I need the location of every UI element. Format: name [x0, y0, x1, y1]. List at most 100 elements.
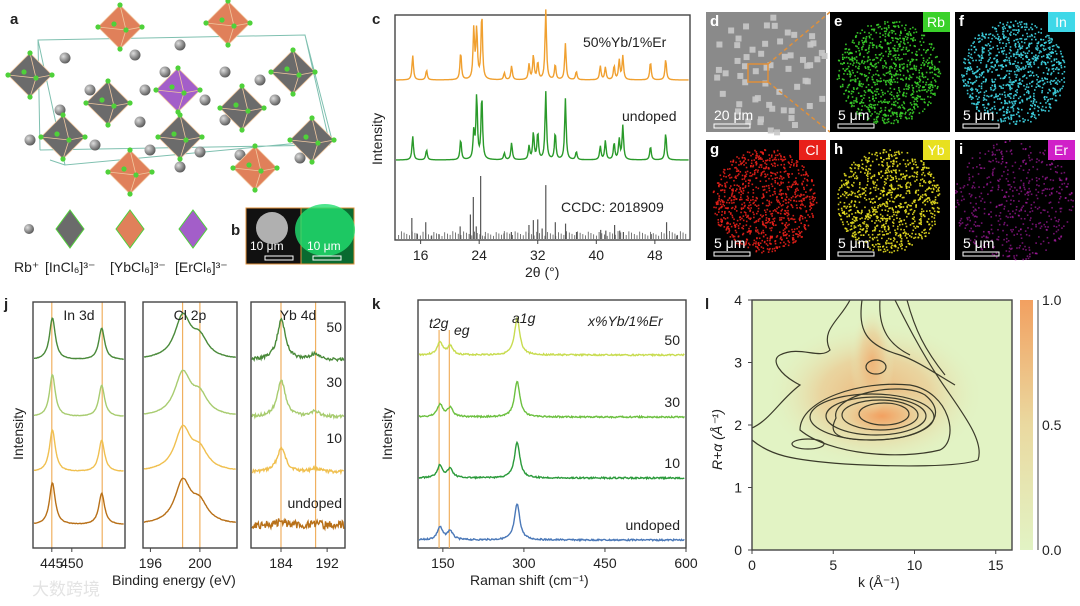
- map-pixel: [723, 168, 725, 171]
- map-pixel: [774, 242, 777, 245]
- map-pixel: [809, 198, 811, 201]
- map-pixel: [762, 194, 765, 197]
- subplot-title: Cl 2p: [174, 307, 207, 323]
- map-pixel: [870, 25, 873, 27]
- map-pixel: [983, 94, 986, 97]
- map-pixel: [1038, 106, 1040, 109]
- map-pixel: [891, 251, 893, 254]
- map-pixel: [795, 190, 797, 193]
- map-pixel: [1025, 201, 1028, 204]
- map-pixel: [1023, 93, 1026, 96]
- map-pixel: [1048, 88, 1050, 91]
- cl-atom: [245, 108, 251, 114]
- map-pixel: [898, 63, 901, 66]
- map-pixel: [726, 226, 729, 229]
- map-pixel: [931, 224, 934, 227]
- map-pixel: [744, 171, 747, 174]
- map-pixel: [973, 210, 975, 212]
- map-pixel: [1010, 70, 1012, 73]
- map-pixel: [1017, 108, 1020, 111]
- map-pixel: [1003, 25, 1005, 28]
- map-pixel: [965, 224, 967, 227]
- map-pixel: [766, 244, 769, 247]
- map-pixel: [735, 35, 742, 42]
- map-pixel: [907, 233, 909, 235]
- map-pixel: [854, 177, 856, 180]
- map-pixel: [876, 57, 879, 59]
- map-pixel: [757, 187, 760, 190]
- map-pixel: [866, 159, 869, 162]
- map-pixel: [891, 200, 894, 203]
- map-pixel: [1002, 106, 1005, 108]
- map-pixel: [1039, 45, 1042, 47]
- map-pixel: [846, 191, 848, 194]
- map-pixel: [763, 170, 765, 173]
- map-pixel: [1036, 168, 1039, 171]
- map-pixel: [1040, 44, 1043, 46]
- map-pixel: [877, 101, 880, 103]
- map-pixel: [961, 76, 964, 78]
- map-pixel: [800, 215, 803, 217]
- map-pixel: [1058, 63, 1060, 66]
- map-pixel: [1027, 194, 1030, 196]
- cl-atom: [54, 131, 60, 137]
- map-pixel: [789, 199, 792, 202]
- map-pixel: [843, 78, 845, 81]
- map-pixel: [849, 102, 852, 105]
- map-pixel: [1052, 67, 1055, 70]
- map-pixel: [1045, 102, 1047, 104]
- map-pixel: [923, 98, 926, 101]
- map-pixel: [729, 196, 731, 199]
- map-pixel: [893, 154, 896, 157]
- map-pixel: [917, 95, 920, 98]
- map-pixel: [914, 190, 917, 193]
- map-pixel: [995, 206, 998, 208]
- map-pixel: [734, 57, 741, 64]
- map-pixel: [890, 160, 892, 163]
- map-pixel: [973, 215, 976, 218]
- map-pixel: [1021, 100, 1024, 103]
- map-pixel: [743, 54, 750, 61]
- map-pixel: [897, 247, 900, 249]
- map-pixel: [840, 218, 842, 221]
- map-pixel: [788, 107, 795, 114]
- map-pixel: [1005, 112, 1008, 114]
- map-pixel: [843, 73, 845, 75]
- map-pixel: [1053, 87, 1056, 90]
- map-pixel: [868, 117, 870, 120]
- map-pixel: [1023, 186, 1026, 189]
- map-pixel: [743, 178, 746, 180]
- map-pixel: [884, 39, 887, 42]
- map-pixel: [888, 100, 891, 103]
- map-pixel: [779, 203, 781, 205]
- map-pixel: [1024, 88, 1027, 91]
- map-pixel: [844, 51, 846, 54]
- map-pixel: [770, 172, 773, 174]
- map-pixel: [795, 182, 798, 185]
- map-pixel: [867, 48, 870, 50]
- map-pixel: [739, 241, 742, 243]
- map-pixel: [927, 89, 930, 92]
- map-pixel: [978, 55, 981, 58]
- map-pixel: [768, 248, 770, 251]
- map-pixel: [721, 201, 724, 203]
- map-pixel: [919, 218, 922, 220]
- map-pixel: [903, 53, 905, 56]
- map-pixel: [844, 205, 846, 208]
- map-pixel: [896, 95, 899, 98]
- map-pixel: [966, 183, 969, 186]
- map-pixel: [714, 74, 721, 81]
- map-pixel: [883, 27, 886, 29]
- map-pixel: [877, 171, 880, 174]
- map-pixel: [922, 110, 924, 113]
- map-pixel: [736, 219, 739, 222]
- map-pixel: [850, 170, 852, 173]
- map-pixel: [858, 211, 861, 214]
- map-pixel: [748, 201, 751, 204]
- map-pixel: [934, 56, 937, 59]
- map-pixel: [765, 175, 767, 178]
- map-pixel: [760, 232, 763, 235]
- map-pixel: [1023, 41, 1026, 44]
- map-pixel: [922, 210, 925, 213]
- map-pixel: [799, 234, 801, 237]
